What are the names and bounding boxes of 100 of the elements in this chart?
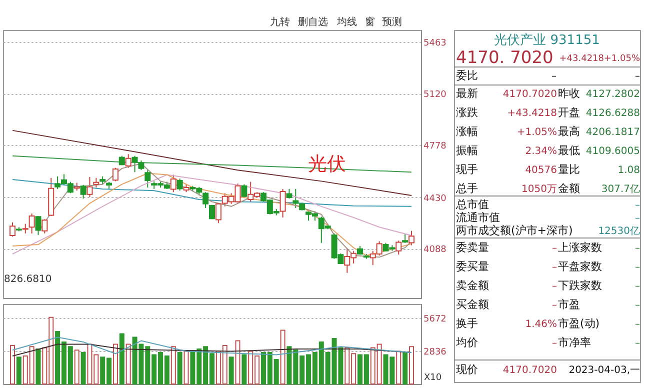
candlestick xyxy=(286,188,292,200)
y-tick-label: 5672 xyxy=(424,314,446,324)
text: – xyxy=(635,213,640,224)
text: 量比 xyxy=(558,163,580,176)
text: 12530亿 xyxy=(598,226,640,237)
bar xyxy=(177,352,182,384)
candlestick xyxy=(241,184,248,198)
text: 平盘家数 xyxy=(558,260,602,273)
text: 市盈 xyxy=(558,298,580,311)
text: X10 xyxy=(424,373,442,383)
text: 4170.7020 xyxy=(502,89,557,100)
candlestick xyxy=(86,176,93,198)
text: – xyxy=(552,243,557,254)
candlestick xyxy=(42,218,48,234)
text: – xyxy=(552,338,557,349)
y-tick-label: 4430 xyxy=(424,194,447,204)
y-tick-label: 4088 xyxy=(424,245,447,256)
bar xyxy=(402,352,408,384)
annotation: 826.6810 xyxy=(4,274,52,286)
text: 现手 xyxy=(456,163,478,176)
text: 40576 xyxy=(525,165,557,176)
text: 4127.2802 xyxy=(586,89,640,100)
text: 1.08 xyxy=(618,165,640,176)
bar xyxy=(112,344,118,384)
candlestick xyxy=(396,240,402,256)
bar xyxy=(408,346,414,384)
text: 开盘 xyxy=(558,106,580,119)
text: 昨收 xyxy=(558,87,580,100)
text: 删自选 xyxy=(298,16,328,28)
text: – xyxy=(635,319,640,330)
bar xyxy=(184,350,189,384)
text: 4170.7020 xyxy=(502,365,557,376)
candlestick xyxy=(93,177,100,188)
text: – xyxy=(552,262,557,273)
candlestick xyxy=(118,155,125,166)
line-series xyxy=(12,130,412,196)
candlestick xyxy=(202,192,209,209)
text: – xyxy=(635,281,640,292)
text: 流通市值 xyxy=(456,211,500,224)
text: 307.7亿 xyxy=(601,184,640,195)
text: 窗 xyxy=(365,16,375,28)
line-series xyxy=(12,344,412,356)
text: 最低 xyxy=(558,144,580,157)
text: 预测 xyxy=(382,16,402,28)
text: 金额 xyxy=(558,182,580,195)
text: 1.46% xyxy=(525,319,557,330)
line-series xyxy=(12,179,412,207)
text: 现价 xyxy=(456,363,478,376)
bar xyxy=(10,344,16,384)
text: – xyxy=(635,338,640,349)
text: 4170. 7020 xyxy=(456,48,554,68)
text: 上涨家数 xyxy=(558,241,602,254)
text: 卖金额 xyxy=(456,279,489,292)
candlestick xyxy=(35,216,42,236)
text: 2.34% xyxy=(525,146,557,157)
line-series xyxy=(12,336,412,356)
bar xyxy=(396,350,402,384)
text: – xyxy=(552,300,557,311)
text: 委买量 xyxy=(456,260,489,273)
text: 委比 xyxy=(456,69,478,82)
text: 最高 xyxy=(558,125,580,138)
text: 4126.6288 xyxy=(586,108,640,119)
bar xyxy=(228,356,234,384)
text: 最新 xyxy=(456,87,478,100)
candlestick xyxy=(144,170,151,188)
bar xyxy=(16,356,22,384)
text: 4206.1817 xyxy=(586,127,640,138)
text: – xyxy=(635,200,640,211)
candlestick xyxy=(112,167,118,182)
text: 1050万 xyxy=(522,184,557,195)
bar xyxy=(242,354,247,384)
bar xyxy=(126,344,131,384)
text: 总手 xyxy=(455,182,478,195)
text: 4109.6005 xyxy=(586,146,640,157)
text: 委卖量 xyxy=(456,241,489,254)
text: – xyxy=(552,281,557,292)
candlestick xyxy=(80,184,86,200)
text: +1.05% xyxy=(516,127,557,138)
candlestick xyxy=(170,174,176,193)
text: 涨跌 xyxy=(456,106,478,119)
bar xyxy=(74,350,80,384)
text: +43.4218 xyxy=(559,54,604,64)
text: 市盈(动) xyxy=(558,317,600,330)
text: 总市值 xyxy=(455,198,489,211)
bar xyxy=(280,330,286,384)
text: +1.05% xyxy=(604,54,640,64)
text: 两市成交额(沪市+深市) xyxy=(456,224,573,237)
bar xyxy=(80,352,86,384)
text: – xyxy=(635,262,640,273)
text: 换手 xyxy=(456,317,478,330)
text: 均线 xyxy=(336,16,357,28)
text: 振幅 xyxy=(456,144,478,157)
bar xyxy=(119,333,124,384)
candlestick xyxy=(402,232,408,244)
text: 2023-04-03,一 xyxy=(568,365,640,376)
y-tick-label: 4778 xyxy=(424,142,447,152)
candlestick xyxy=(22,223,28,234)
text: – xyxy=(635,243,640,254)
y-tick-label: 5463 xyxy=(424,38,446,49)
bar xyxy=(235,340,240,384)
